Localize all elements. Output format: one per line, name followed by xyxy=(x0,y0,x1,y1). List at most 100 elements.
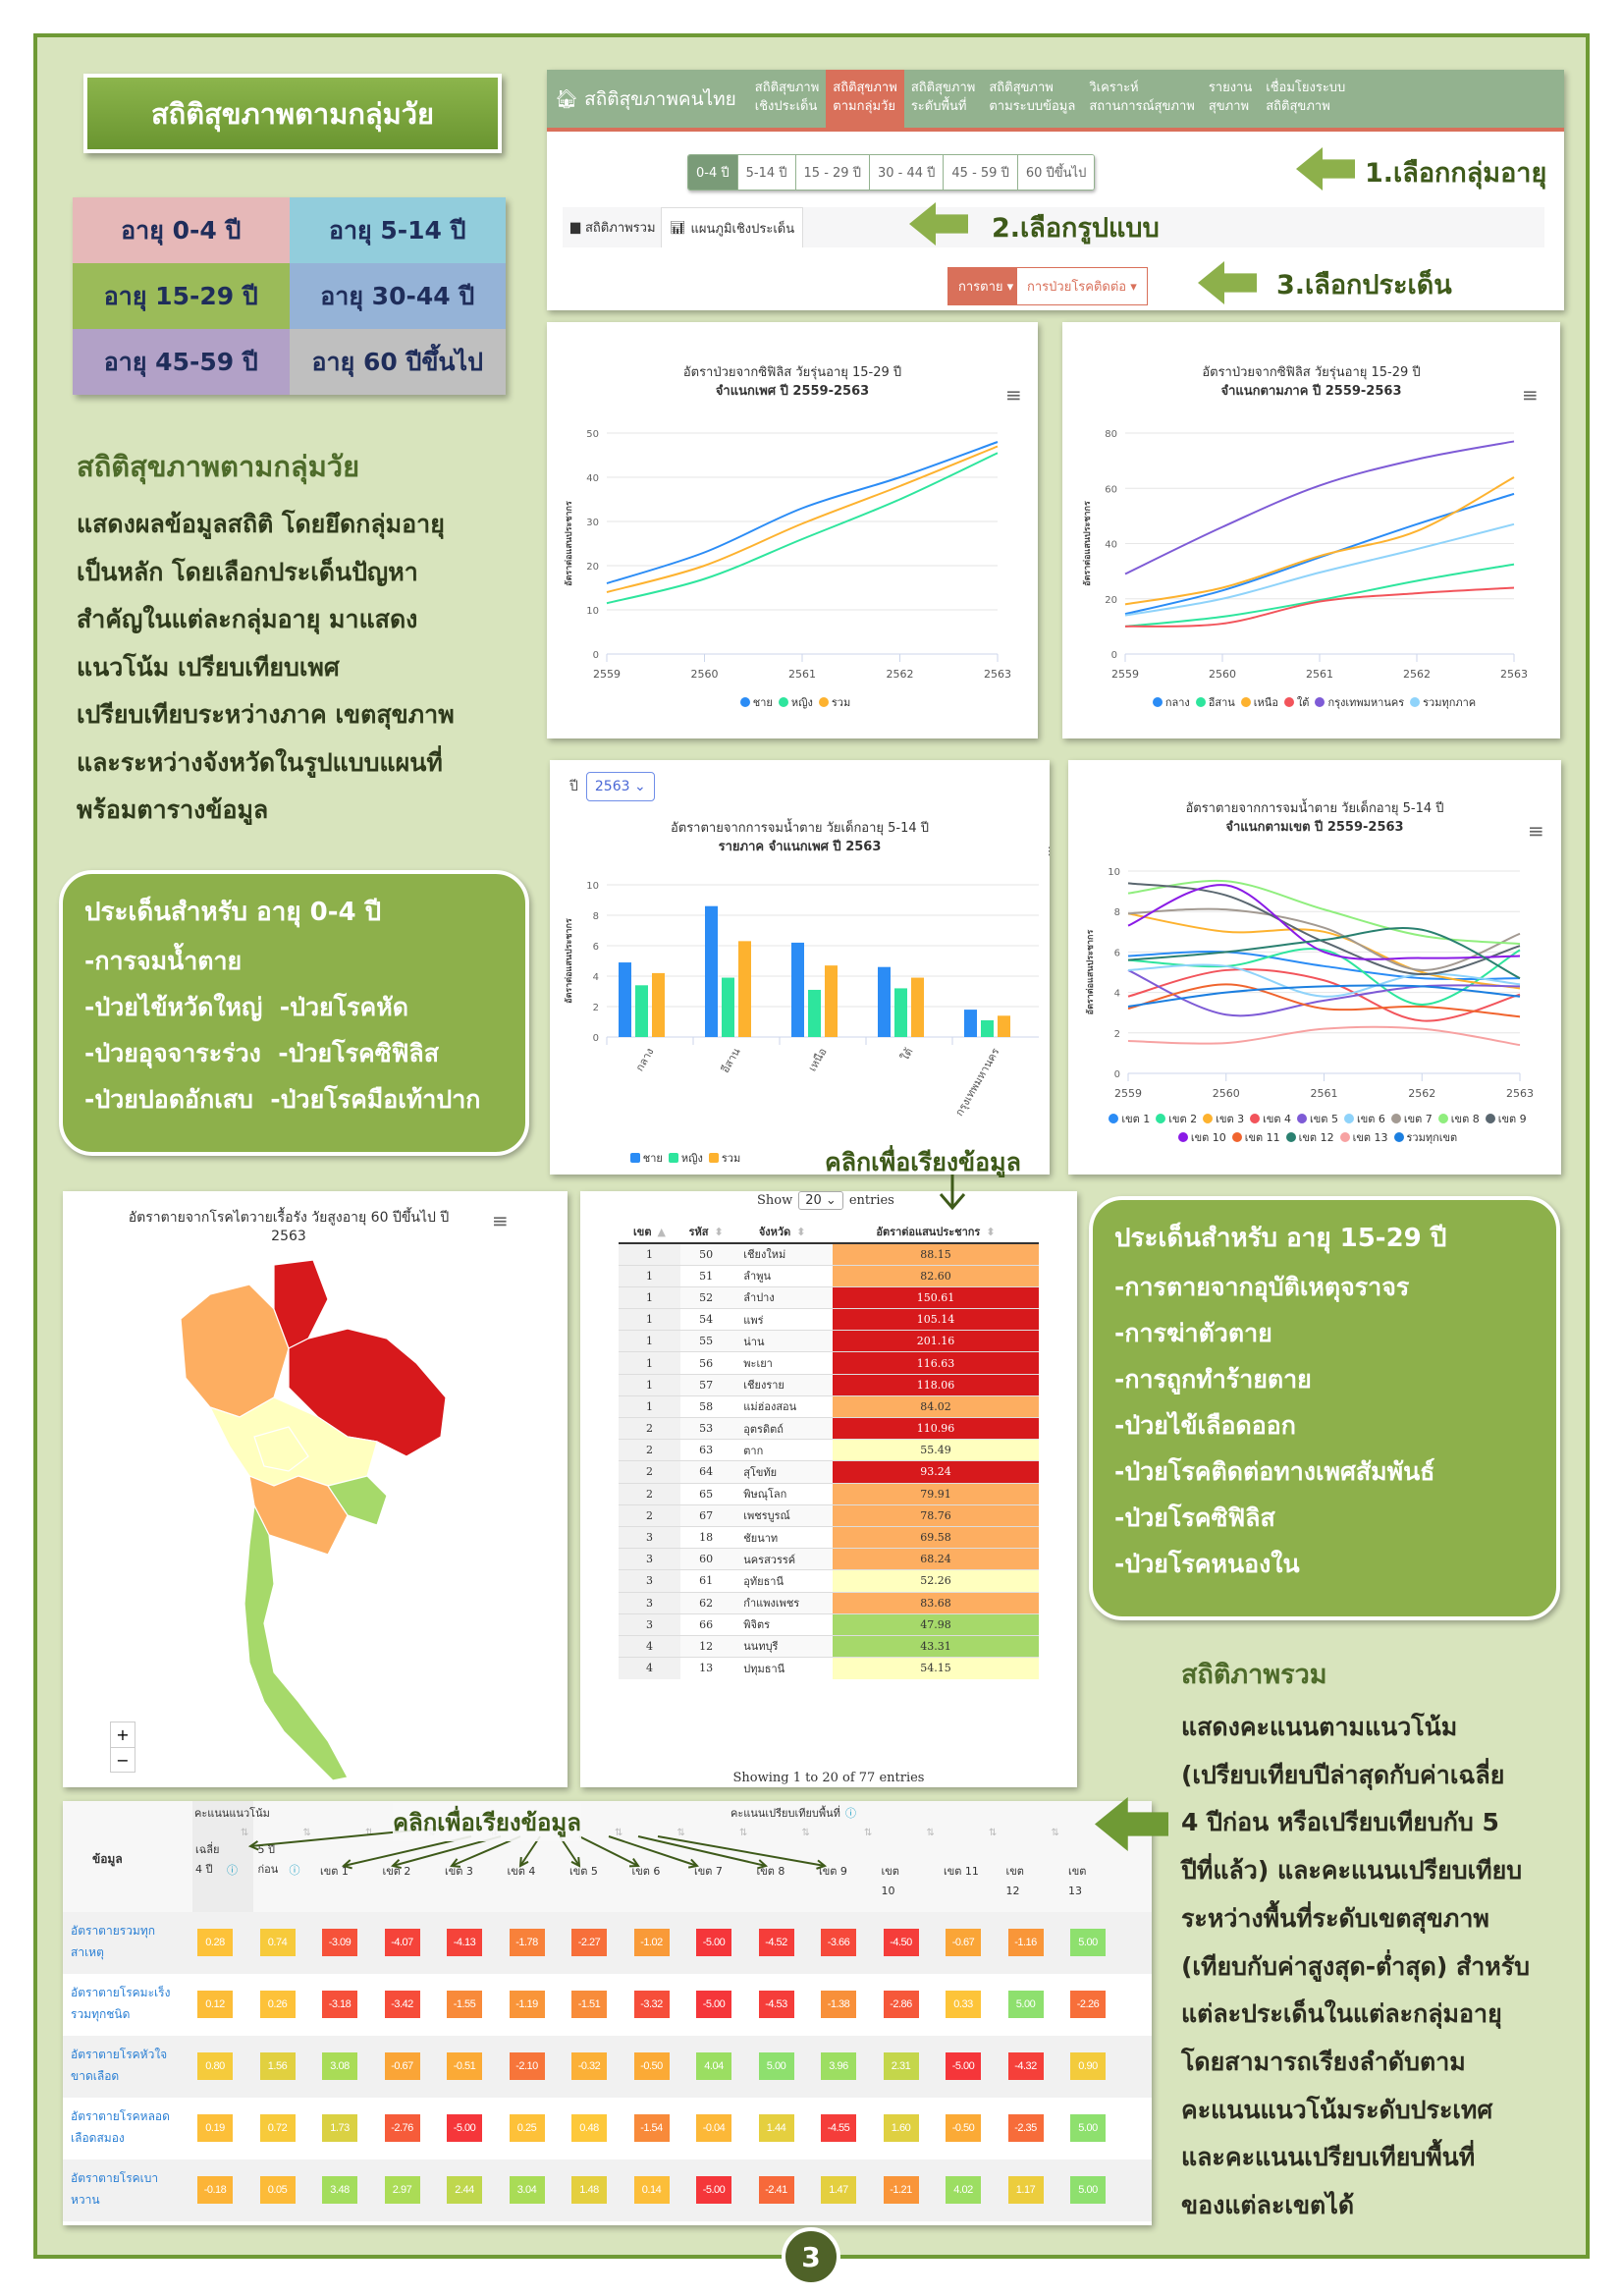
table-row[interactable]: 2 53 อุตรดิตถ์ 110.96 xyxy=(619,1416,1039,1440)
legend-item[interactable]: เขต 7 xyxy=(1385,1110,1433,1128)
bar-หญิง-กลาง[interactable] xyxy=(635,985,648,1037)
age-button[interactable]: 60 ปีขึ้นไป xyxy=(1016,155,1095,190)
table-row[interactable]: 4 13 ปทุมธานี 54.15 xyxy=(619,1657,1039,1679)
series-line-อีสาน[interactable] xyxy=(1124,563,1515,628)
table-row[interactable]: 3 66 พิจิตร 47.98 xyxy=(619,1613,1039,1636)
legend-item[interactable]: เขต 8 xyxy=(1433,1110,1480,1128)
sort-icon[interactable]: ⇅ xyxy=(241,1828,249,1838)
score-column-header[interactable]: เขต 6 xyxy=(632,1862,672,1882)
indicator-link[interactable]: อัตราตายโรคเบา หวาน xyxy=(71,2171,159,2207)
nav-item[interactable]: สถิติสุขภาพ ระดับพื้นที่ xyxy=(910,81,976,114)
bar-ชาย-กลาง[interactable] xyxy=(619,962,631,1037)
bar-ชาย-กรุงเทพมหานคร[interactable] xyxy=(964,1010,977,1037)
legend-item[interactable]: กลาง xyxy=(1147,693,1190,712)
brand-link[interactable]: 🏠︎ สถิติสุขภาพคนไทย xyxy=(547,70,748,128)
legend-item[interactable]: เขต 5 xyxy=(1291,1110,1338,1128)
legend-item[interactable]: รวมทุกเขต xyxy=(1388,1128,1457,1147)
legend-item[interactable]: เขต 2 xyxy=(1150,1110,1197,1128)
table-row[interactable]: 1 52 ลำปาง 150.61 xyxy=(619,1285,1039,1309)
sort-icon[interactable]: ⇅ xyxy=(365,1828,374,1838)
legend-item[interactable]: รวม xyxy=(703,1149,740,1168)
bar-หญิง-กรุงเทพมหานคร[interactable] xyxy=(981,1019,994,1037)
score-column-header[interactable]: เขต 11 xyxy=(944,1862,983,1882)
sort-icon[interactable]: ⇅ xyxy=(302,1828,311,1838)
table-row[interactable]: 3 62 กำแพงเพชร 83.68 xyxy=(619,1591,1039,1614)
age-button[interactable]: 0-4 ปี xyxy=(688,155,737,190)
bar-ชาย-อีสาน[interactable] xyxy=(705,905,718,1037)
table-row[interactable]: 2 65 พิษณุโลก 79.91 xyxy=(619,1482,1039,1505)
table-row[interactable]: 3 60 นครสวรรค์ 68.24 xyxy=(619,1548,1039,1570)
age-button[interactable]: 45 - 59 ปี xyxy=(943,155,1017,190)
series-line-เขต 12[interactable] xyxy=(1127,926,1521,980)
legend-item[interactable]: เขต 4 xyxy=(1244,1110,1291,1128)
year-select[interactable]: 2563 ⌄ xyxy=(585,772,655,801)
thailand-map[interactable] xyxy=(63,1191,568,1787)
legend-item[interactable]: ชาย xyxy=(734,693,773,712)
tab-overview[interactable]: ▆ สถิติภาพรวม xyxy=(563,207,664,247)
entries-select[interactable]: 20 ⌄ xyxy=(798,1191,843,1210)
info-icon[interactable]: ⓘ xyxy=(227,1864,238,1877)
legend-item[interactable]: รวมทุกภาค xyxy=(1404,693,1476,712)
table-row[interactable]: 3 61 อุทัยธานี 52.26 xyxy=(619,1569,1039,1592)
series-line-เขต 8[interactable] xyxy=(1127,879,1521,946)
series-line-รวมทุกภาค[interactable] xyxy=(1124,522,1515,617)
bar-รวม-กรุงเทพมหานคร[interactable] xyxy=(998,1015,1010,1037)
column-header[interactable]: เขต ▲ xyxy=(619,1221,680,1244)
data-column-header[interactable]: ข้อมูล xyxy=(92,1852,123,1866)
indicator-link[interactable]: อัตราตายโรคหลอด เลือดสมอง xyxy=(71,2109,170,2145)
series-line-ใต้[interactable] xyxy=(1124,586,1515,628)
score-column-header[interactable]: เขต 13 xyxy=(1068,1862,1108,1901)
series-line-กลาง[interactable] xyxy=(1124,492,1515,616)
age-button[interactable]: 5-14 ปี xyxy=(736,155,795,190)
zoom-in-button[interactable]: + xyxy=(111,1722,135,1748)
score-column-header[interactable]: เขต 2 xyxy=(383,1862,422,1882)
series-line-รวม[interactable] xyxy=(606,445,999,593)
legend-item[interactable]: ใต้ xyxy=(1278,693,1309,712)
legend-item[interactable]: ชาย xyxy=(624,1149,663,1168)
legend-item[interactable]: เขต 10 xyxy=(1172,1128,1226,1147)
indicator-link[interactable]: อัตราตายโรคหัวใจ ขาดเลือด xyxy=(71,2048,168,2083)
legend-item[interactable]: เขต 6 xyxy=(1338,1110,1385,1128)
series-line-เขต 13[interactable] xyxy=(1127,1025,1521,1047)
table-row[interactable]: 1 57 เชียงราย 118.06 xyxy=(619,1373,1039,1396)
bar-หญิง-ใต้[interactable] xyxy=(894,988,907,1037)
series-line-กรุงเทพมหานคร[interactable] xyxy=(1124,440,1515,575)
indicator-link[interactable]: อัตราตายรวมทุก สาเหตุ xyxy=(71,1924,156,1959)
province-region[interactable] xyxy=(180,1284,290,1418)
table-row[interactable]: 1 50 เชียงใหม่ 88.15 xyxy=(619,1242,1039,1266)
bar-รวม-ใต้[interactable] xyxy=(911,977,924,1037)
column-header[interactable]: จังหวัด ⬍ xyxy=(731,1221,833,1244)
nav-item[interactable]: วิเคราะห์ สถานการณ์สุขภาพ xyxy=(1089,81,1195,114)
nav-item[interactable]: รายงาน สุขภาพ xyxy=(1208,81,1253,114)
column-header[interactable]: อัตราต่อแสนประชากร ⬍ xyxy=(833,1221,1039,1244)
series-line-เขต 7[interactable] xyxy=(1127,907,1521,971)
score-column-header[interactable]: เฉลี่ย 4 ปี xyxy=(195,1840,250,1880)
legend-item[interactable]: เขต 9 xyxy=(1480,1110,1527,1128)
bar-ชาย-ใต้[interactable] xyxy=(878,966,891,1037)
table-row[interactable]: 1 56 พะเยา 116.63 xyxy=(619,1351,1039,1375)
series-line-เขต 4[interactable] xyxy=(1127,968,1521,1022)
table-row[interactable]: 2 64 สุโขทัย 93.24 xyxy=(619,1460,1039,1484)
info-icon[interactable]: ⓘ xyxy=(289,1864,300,1877)
province-region[interactable] xyxy=(327,1475,388,1526)
series-line-เหนือ[interactable] xyxy=(1124,476,1515,606)
legend-item[interactable]: เขต 3 xyxy=(1197,1110,1244,1128)
bar-รวม-เหนือ[interactable] xyxy=(825,965,838,1037)
table-row[interactable]: 2 67 เพชรบูรณ์ 78.76 xyxy=(619,1503,1039,1527)
sort-icon[interactable]: ⇅ xyxy=(615,1828,623,1838)
bar-หญิง-อีสาน[interactable] xyxy=(722,977,734,1037)
age-button[interactable]: 30 - 44 ปี xyxy=(868,155,944,190)
table-row[interactable]: 1 54 แพร่ 105.14 xyxy=(619,1308,1039,1331)
menu-icon[interactable]: ≡ xyxy=(1522,383,1539,407)
sort-icon[interactable]: ⇅ xyxy=(801,1828,810,1838)
bar-รวม-อีสาน[interactable] xyxy=(738,941,751,1037)
series-line-เขต 11[interactable] xyxy=(1127,983,1521,1018)
legend-item[interactable]: เขต 12 xyxy=(1280,1128,1334,1147)
table-row[interactable]: 2 63 ตาก 55.49 xyxy=(619,1439,1039,1461)
legend-item[interactable]: หญิง xyxy=(663,1149,703,1168)
province-region[interactable] xyxy=(243,1503,349,1781)
table-row[interactable]: 1 55 น่าน 201.16 xyxy=(619,1330,1039,1352)
nav-item[interactable]: สถิติสุขภาพ ตามกลุ่มวัย xyxy=(826,70,904,128)
table-row[interactable]: 4 12 นนทบุรี 43.31 xyxy=(619,1634,1039,1658)
bar-หญิง-เหนือ[interactable] xyxy=(808,989,821,1037)
